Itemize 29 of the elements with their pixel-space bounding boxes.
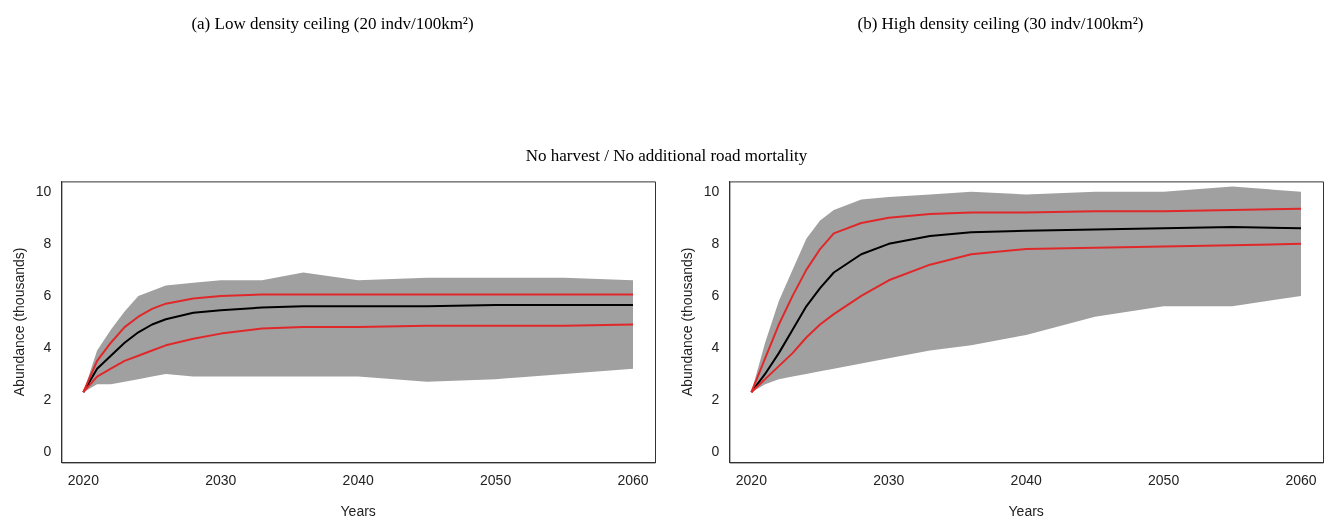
y-axis-title: Abundance (thousands): [11, 247, 28, 397]
x-axis-title: Years: [340, 503, 376, 520]
chart-subtitle: No harvest / No additional road mortality: [524, 146, 809, 166]
y-tick-label: 2: [711, 390, 720, 407]
y-tick-label: 6: [43, 286, 52, 303]
x-tick-label: 2050: [1148, 471, 1180, 488]
y-tick-label: 10: [703, 182, 720, 199]
y-tick-label: 6: [711, 286, 720, 303]
chart-title: (b) High density ceiling (30 indv/100km²): [856, 14, 1145, 34]
x-tick-label: 2040: [1010, 471, 1042, 488]
x-tick-label: 2020: [67, 471, 100, 488]
y-tick-label: 2: [43, 390, 52, 407]
y-tick-label: 8: [711, 234, 720, 251]
x-tick-label: 2040: [342, 471, 374, 488]
chart-title: (a) Low density ceiling (20 indv/100km²): [190, 14, 475, 34]
x-tick-label: 2060: [617, 471, 649, 488]
x-tick-label: 2030: [873, 471, 905, 488]
x-tick-label: 2030: [205, 471, 237, 488]
y-tick-label: 8: [43, 234, 52, 251]
x-tick-label: 2060: [1285, 471, 1317, 488]
y-tick-label: 4: [711, 338, 720, 355]
y-tick-label: 10: [35, 182, 52, 199]
x-tick-label: 2020: [735, 471, 768, 488]
x-axis-title: Years: [1008, 503, 1044, 520]
y-tick-label: 0: [43, 442, 52, 459]
y-axis-title: Abundance (thousands): [679, 247, 696, 397]
x-tick-label: 2050: [480, 471, 512, 488]
y-tick-label: 0: [711, 442, 720, 459]
y-tick-label: 4: [43, 338, 52, 355]
